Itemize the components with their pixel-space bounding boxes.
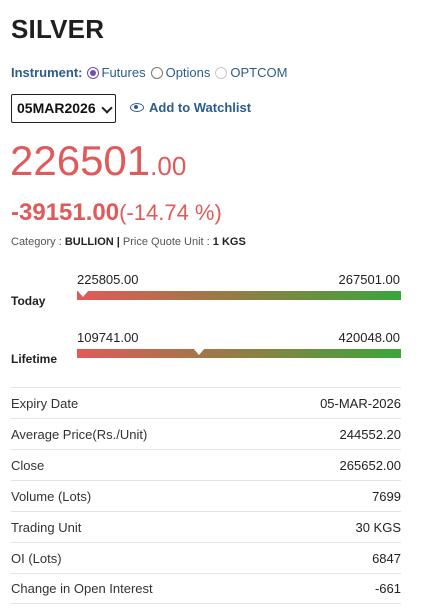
details-label: Expiry Date — [11, 395, 79, 411]
details-label: OI (Lots) — [11, 550, 62, 566]
details-row: Average Price(Rs./Unit) 244552.20 — [11, 418, 401, 449]
instrument-label: Instrument: — [11, 65, 83, 80]
eye-icon — [130, 103, 144, 112]
today-range-marker — [76, 290, 89, 297]
details-value: -661 — [374, 581, 401, 596]
lifetime-label: Lifetime — [11, 352, 58, 366]
lifetime-high: 420048.00 — [338, 330, 400, 345]
futures-option-label[interactable]: Futures — [101, 65, 146, 80]
last-traded-price: 226501.00 — [10, 138, 186, 189]
options-radio[interactable] — [150, 66, 163, 79]
chevron-down-icon — [101, 102, 113, 114]
details-label: Average Price(Rs./Unit) — [11, 426, 148, 442]
details-label: Volume (Lots) — [11, 488, 92, 504]
details-row: OI (Lots) 6847 — [11, 542, 401, 573]
details-label: Close — [11, 457, 45, 473]
price-decimal: .00 — [150, 151, 187, 181]
add-to-watchlist-link[interactable]: Add to Watchlist — [130, 100, 251, 115]
options-option-label[interactable]: Options — [165, 65, 211, 80]
add-to-watchlist-label: Add to Watchlist — [149, 100, 252, 115]
details-row: Change in Open Interest -661 — [11, 573, 401, 604]
today-range-bar — [76, 290, 401, 300]
details-label: Trading Unit — [11, 519, 82, 535]
meta-separator: | — [116, 236, 120, 248]
futures-radio[interactable] — [86, 66, 99, 79]
details-value: 265652.00 — [339, 457, 401, 473]
optcom-radio[interactable] — [215, 66, 228, 79]
price-change-absolute: -39151.00 — [11, 199, 120, 226]
price-change: -39151.00(-14.74 %) — [11, 199, 222, 227]
expiry-dropdown[interactable]: 05MAR2026 — [11, 94, 116, 123]
lifetime-range-marker — [192, 348, 205, 355]
price-quote-unit-value: 1 KGS — [212, 236, 246, 248]
today-label: Today — [11, 294, 46, 308]
details-value: 05-MAR-2026 — [320, 395, 401, 411]
instrument-meta: Category : BULLION | Price Quote Unit : … — [11, 236, 246, 248]
today-low: 225805.00 — [77, 272, 139, 287]
category-label: Category : — [11, 236, 62, 248]
page-title: SILVER — [11, 14, 105, 44]
expiry-dropdown-value: 05MAR2026 — [17, 100, 96, 116]
contract-details-table: Expiry Date 05-MAR-2026 Average Price(Rs.… — [11, 387, 401, 604]
lifetime-range-bar — [77, 348, 401, 358]
details-row: Close 265652.00 — [11, 449, 401, 480]
price-whole: 226501 — [10, 137, 151, 184]
details-row: Expiry Date 05-MAR-2026 — [11, 387, 401, 418]
instrument-selector: Instrument: Futures Options OPTCOM — [11, 65, 292, 80]
optcom-option-label[interactable]: OPTCOM — [230, 65, 288, 80]
details-value: 7699 — [372, 488, 401, 504]
details-row: Volume (Lots) 7699 — [11, 480, 401, 511]
lifetime-low: 109741.00 — [77, 330, 139, 345]
details-value: 30 KGS — [355, 519, 401, 535]
details-value: 244552.20 — [339, 426, 401, 442]
today-high: 267501.00 — [338, 272, 400, 287]
details-label: Change in Open Interest — [11, 581, 153, 596]
price-change-percent: (-14.74 %) — [119, 200, 222, 225]
details-row: Trading Unit 30 KGS — [11, 511, 401, 542]
category-value: BULLION — [64, 236, 114, 248]
price-quote-unit-label: Price Quote Unit : — [122, 236, 210, 248]
details-value: 6847 — [372, 550, 401, 566]
